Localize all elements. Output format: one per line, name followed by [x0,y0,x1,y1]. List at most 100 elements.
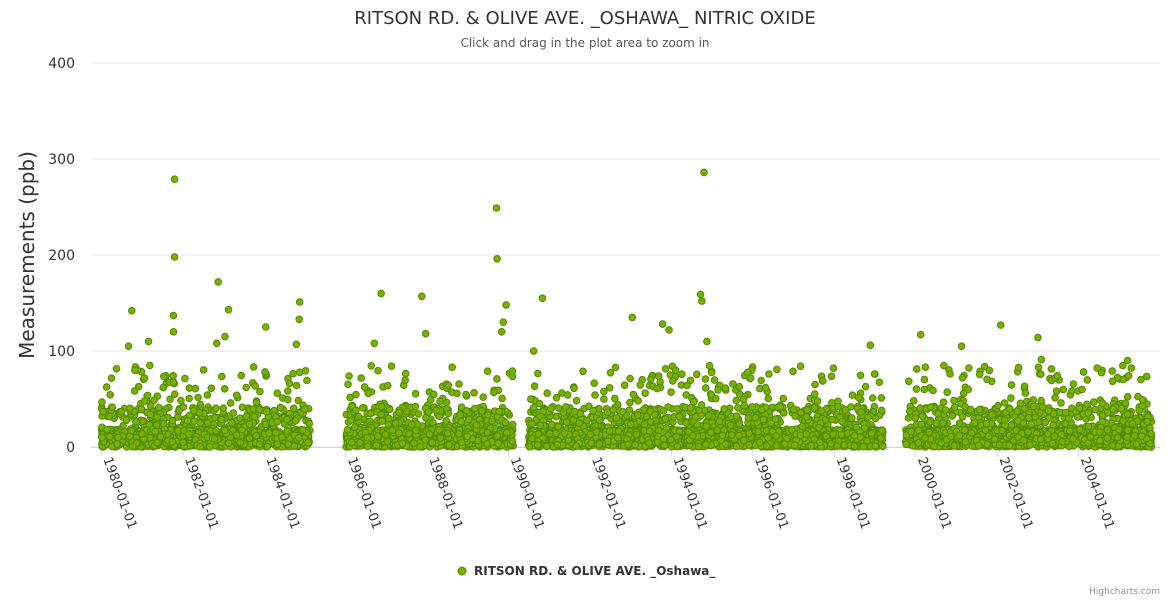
data-point[interactable] [236,438,244,447]
data-point[interactable] [367,362,376,370]
data-point[interactable] [850,431,859,440]
data-point[interactable] [570,407,579,416]
data-point[interactable] [606,369,615,377]
data-point[interactable] [645,439,653,447]
data-point[interactable] [811,390,819,398]
data-point[interactable] [432,406,441,415]
data-point[interactable] [611,394,619,403]
data-point[interactable] [528,434,536,443]
data-point[interactable] [363,442,372,451]
data-point[interactable] [458,438,466,447]
data-point[interactable] [262,407,271,416]
data-point[interactable] [99,407,107,416]
data-point[interactable] [879,442,887,451]
data-point[interactable] [276,403,285,412]
data-point[interactable] [705,411,713,420]
data-point[interactable] [678,370,686,379]
data-point[interactable] [442,417,451,425]
data-point[interactable] [810,404,819,412]
data-point[interactable] [720,405,729,413]
data-point[interactable] [140,374,149,382]
data-point[interactable] [958,374,967,382]
data-point[interactable] [816,438,824,447]
data-point[interactable] [237,371,246,380]
data-point[interactable] [478,407,486,415]
data-point[interactable] [305,419,314,428]
data-point[interactable] [284,395,292,404]
data-point[interactable] [183,416,192,425]
data-point[interactable] [301,367,310,375]
data-point[interactable] [640,420,649,429]
data-point[interactable] [829,364,838,373]
data-point[interactable] [483,440,491,448]
data-point[interactable] [848,414,856,422]
data-point[interactable] [647,418,655,426]
data-point[interactable] [443,429,452,438]
data-point[interactable] [877,406,886,415]
data-point[interactable] [586,430,595,439]
data-point[interactable] [252,398,261,407]
data-point[interactable] [687,404,695,412]
data-point[interactable] [108,403,116,412]
data-point[interactable] [591,391,599,399]
data-point[interactable] [294,396,303,405]
data-point[interactable] [488,417,496,425]
data-point[interactable] [272,428,280,437]
data-point[interactable] [378,417,387,425]
data-point[interactable] [249,363,258,371]
data-point[interactable] [107,374,116,383]
data-point[interactable] [498,394,506,403]
data-point[interactable] [669,377,677,385]
data-point[interactable] [818,377,827,385]
data-point[interactable] [765,370,773,378]
data-point[interactable] [177,396,185,405]
data-point[interactable] [387,362,396,371]
data-point[interactable] [347,438,356,447]
data-point[interactable] [160,419,168,428]
data-point[interactable] [427,395,435,404]
data-point[interactable] [364,389,373,398]
data-point[interactable] [682,419,691,427]
data-point[interactable] [530,382,539,391]
data-point[interactable] [166,395,174,404]
data-point[interactable] [590,379,599,388]
data-point[interactable] [659,435,668,443]
data-point[interactable] [604,437,612,446]
data-point[interactable] [790,441,799,450]
data-point[interactable] [878,426,886,435]
data-point[interactable] [351,423,359,431]
data-point[interactable] [734,404,742,412]
data-point[interactable] [292,416,300,425]
data-point[interactable] [381,430,390,439]
data-point[interactable] [436,397,444,406]
data-point[interactable] [483,428,492,437]
data-point[interactable] [641,389,650,398]
data-point[interactable] [229,409,238,417]
data-point[interactable] [570,384,578,393]
data-point[interactable] [242,412,251,421]
data-point[interactable] [131,366,139,375]
data-point[interactable] [146,410,155,419]
data-point[interactable] [661,415,670,423]
data-point[interactable] [190,417,198,426]
data-point[interactable] [707,428,715,437]
data-point[interactable] [861,382,870,391]
data-point[interactable] [595,416,604,425]
data-point[interactable] [159,383,167,392]
data-point[interactable] [455,380,463,388]
data-point[interactable] [444,409,453,418]
data-point[interactable] [105,432,114,441]
data-point[interactable] [164,430,172,439]
data-point[interactable] [763,442,771,450]
data-point[interactable] [242,383,250,392]
data-point[interactable] [238,403,247,412]
data-point[interactable] [179,438,187,447]
data-point[interactable] [139,417,147,426]
data-point[interactable] [169,378,178,387]
data-point[interactable] [206,443,214,451]
data-point[interactable] [153,413,161,422]
data-point[interactable] [374,432,382,440]
data-point[interactable] [169,372,177,380]
data-point[interactable] [735,420,744,428]
